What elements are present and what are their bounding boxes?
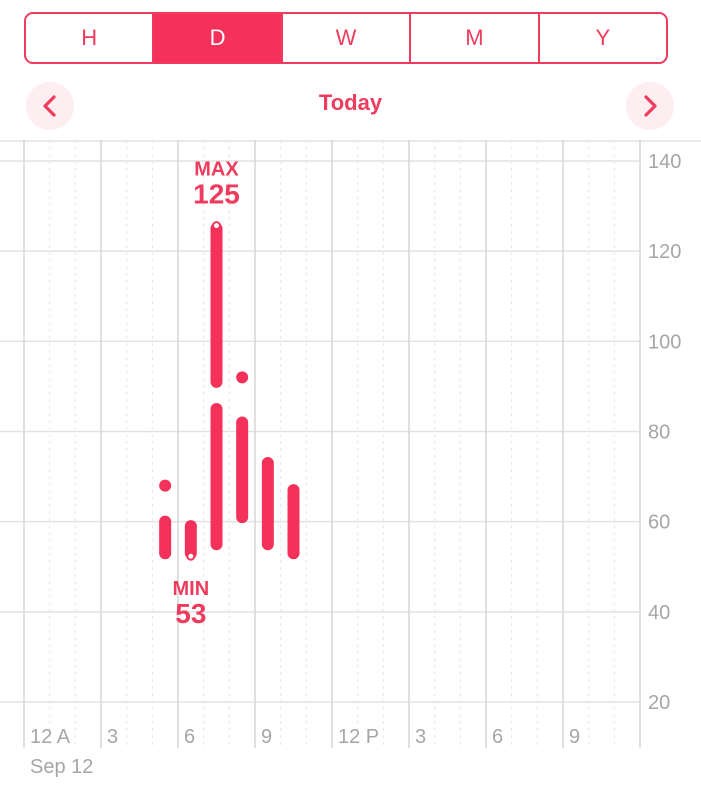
period-segmented-control: H D W M Y bbox=[24, 12, 668, 64]
previous-button[interactable] bbox=[26, 82, 74, 130]
max-value: 125 bbox=[193, 179, 240, 210]
x-tick-label: 9 bbox=[261, 726, 272, 748]
range-bar bbox=[261, 457, 274, 551]
y-tick-label: 80 bbox=[648, 422, 670, 444]
segment-year[interactable]: Y bbox=[537, 14, 666, 62]
y-tick-label: 20 bbox=[648, 692, 670, 714]
y-tick-label: 40 bbox=[648, 602, 670, 624]
range-bar bbox=[210, 222, 223, 388]
x-tick-label: 6 bbox=[492, 726, 503, 748]
chart-bars bbox=[159, 222, 300, 560]
chevron-left-icon bbox=[43, 95, 56, 117]
range-bar bbox=[184, 520, 197, 560]
segment-week[interactable]: W bbox=[280, 14, 409, 62]
range-bar bbox=[236, 371, 249, 384]
chart-labels: 20 40 60 80 100 120 140 12 A 3 6 9 12 P 3 6 9 bbox=[30, 151, 681, 748]
range-bar bbox=[210, 402, 223, 551]
y-tick-label: 60 bbox=[648, 512, 670, 534]
y-tick-label: 100 bbox=[648, 331, 681, 353]
chart-grid bbox=[0, 140, 701, 748]
segment-month[interactable]: M bbox=[409, 14, 537, 62]
x-tick-label: 6 bbox=[184, 726, 195, 748]
x-tick-label: 12 P bbox=[338, 726, 379, 748]
extreme-marker bbox=[212, 221, 221, 231]
x-tick-label: 9 bbox=[569, 726, 580, 748]
x-tick-label: 3 bbox=[415, 726, 426, 748]
y-tick-label: 120 bbox=[648, 241, 681, 263]
max-caption: MAX bbox=[194, 159, 239, 181]
x-tick-label: 3 bbox=[107, 726, 118, 748]
range-bar bbox=[287, 484, 300, 560]
range-bar bbox=[159, 479, 172, 492]
range-bar bbox=[236, 416, 249, 524]
segment-day[interactable]: D bbox=[152, 14, 281, 62]
min-caption: MIN bbox=[172, 578, 209, 600]
extreme-marker bbox=[186, 551, 196, 561]
y-tick-label: 140 bbox=[648, 151, 681, 173]
range-bar bbox=[159, 515, 172, 560]
min-value: 53 bbox=[175, 598, 206, 629]
segment-hour[interactable]: H bbox=[81, 25, 98, 50]
nav-title: Today bbox=[318, 90, 383, 115]
next-button[interactable] bbox=[626, 82, 674, 130]
date-label: Sep 12 bbox=[30, 756, 94, 778]
chevron-right-icon bbox=[644, 95, 657, 117]
x-tick-label: 12 A bbox=[30, 726, 71, 748]
